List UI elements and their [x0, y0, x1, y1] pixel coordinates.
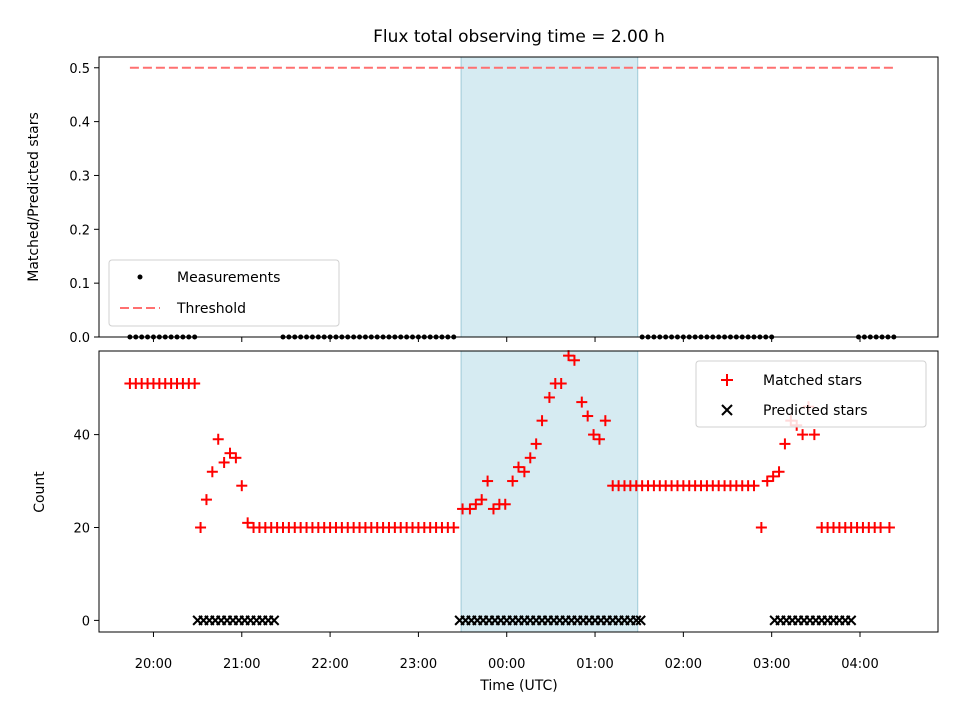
bottom-y-tick-label: 40 — [73, 429, 90, 444]
top-plot-frame — [98, 56, 939, 338]
matched-star-point — [797, 429, 809, 441]
matched-star-point — [576, 396, 588, 408]
top-legend-box — [108, 259, 340, 327]
matched-star-point — [206, 466, 218, 478]
top-y-tick-label: 0.3 — [69, 169, 90, 184]
bottom-legend-box — [695, 360, 927, 428]
top-shaded-region — [460, 56, 639, 338]
matched-star-point — [482, 475, 494, 487]
matched-star-point — [748, 480, 760, 492]
matched-star-point — [499, 498, 511, 510]
matched-star-point — [476, 494, 488, 506]
x-tick-label: 23:00 — [400, 657, 437, 672]
matched-star-point — [593, 433, 605, 445]
matched-star-point — [189, 378, 201, 390]
matched-star-point — [242, 517, 254, 529]
matched-star-point — [761, 475, 773, 487]
predicted-star-point — [631, 615, 642, 626]
matched-star-point — [195, 521, 207, 533]
matched-star-point — [582, 410, 594, 422]
legend-predicted-marker — [721, 404, 733, 416]
matched-star-point — [530, 438, 542, 450]
x-tick-label: 04:00 — [841, 657, 878, 672]
top-y-tick-label: 0.5 — [69, 62, 90, 77]
legend-matched-label: Matched stars — [763, 373, 862, 389]
matched-star-point — [236, 480, 248, 492]
legend-measurements-marker — [137, 274, 143, 280]
predicted-star-point — [268, 615, 280, 626]
matched-star-point — [755, 521, 767, 533]
chart-title: Flux total observing time = 2.00 h — [373, 27, 665, 47]
legend-threshold-label: Threshold — [176, 301, 246, 317]
matched-star-point — [218, 456, 230, 468]
bottom-y-tick-label: 0 — [82, 614, 90, 629]
x-axis-label: Time (UTC) — [479, 678, 557, 694]
matched-stars-points — [124, 350, 895, 533]
top-y-tick-label: 0.4 — [69, 116, 90, 131]
matched-star-point — [487, 503, 499, 515]
matched-star-point — [464, 503, 476, 515]
matched-star-point — [230, 452, 242, 464]
matched-star-point — [212, 433, 224, 445]
matched-star-point — [513, 461, 524, 473]
predicted-star-point — [635, 615, 646, 626]
matched-star-point — [448, 521, 460, 533]
top-y-ticks: 0.0 0.1 0.2 0.3 0.4 0.5 — [69, 62, 99, 346]
x-tick-label: 20:00 — [135, 657, 172, 672]
legend-matched-marker — [721, 374, 733, 386]
top-y-tick-label: 0.0 — [69, 331, 90, 346]
top-legend: Measurements Threshold — [108, 259, 340, 327]
matched-star-point — [536, 415, 548, 427]
matched-star-point — [563, 350, 575, 362]
bottom-plot-frame — [98, 350, 939, 633]
x-tick-label: 22:00 — [311, 657, 348, 672]
top-y-tick-label: 0.1 — [69, 277, 90, 292]
matched-star-point — [808, 429, 820, 441]
top-y-tick-label: 0.2 — [69, 223, 90, 238]
x-tick-label: 21:00 — [223, 657, 260, 672]
top-x-ticks — [152, 337, 861, 342]
x-tick-label: 03:00 — [753, 657, 790, 672]
legend-predicted-label: Predicted stars — [763, 403, 868, 419]
bottom-y-ticks: 0 20 40 — [73, 429, 99, 629]
matched-star-point — [555, 378, 567, 390]
x-tick-label: 02:00 — [665, 657, 702, 672]
matched-star-point — [779, 438, 791, 450]
matched-star-point — [883, 521, 895, 533]
matched-star-point — [568, 354, 580, 366]
bottom-panel: 0 20 40 20:00 21:00 22:00 23:00 00:00 01:00 02:0… — [32, 350, 939, 694]
matched-star-point — [507, 475, 519, 487]
bottom-x-ticks: 20:00 21:00 22:00 23:00 00:00 01:00 02:00 03:00… — [135, 632, 879, 672]
predicted-stars-points — [192, 615, 857, 626]
top-panel: 0.0 0.1 0.2 0.3 0.4 0.5 Matched/Predicted sta… — [26, 56, 939, 346]
predicted-star-point — [845, 615, 857, 626]
matched-star-point — [599, 415, 611, 427]
matched-star-point — [588, 429, 600, 441]
matched-star-point — [524, 452, 536, 464]
legend-measurements-label: Measurements — [177, 270, 280, 286]
bottom-legend: Matched stars Predicted stars — [695, 360, 927, 428]
matched-star-point — [773, 466, 785, 478]
matched-star-point — [470, 498, 482, 510]
x-tick-label: 01:00 — [576, 657, 613, 672]
top-y-axis-label: Matched/Predicted stars — [26, 112, 42, 282]
matched-star-point — [767, 470, 779, 482]
bottom-y-axis-label: Count — [32, 471, 48, 513]
matched-star-point — [200, 494, 212, 506]
matched-star-point — [543, 391, 555, 403]
matched-star-point — [518, 466, 530, 478]
bottom-y-tick-label: 20 — [73, 521, 90, 536]
x-tick-label: 00:00 — [488, 657, 525, 672]
matched-star-point — [224, 447, 236, 459]
